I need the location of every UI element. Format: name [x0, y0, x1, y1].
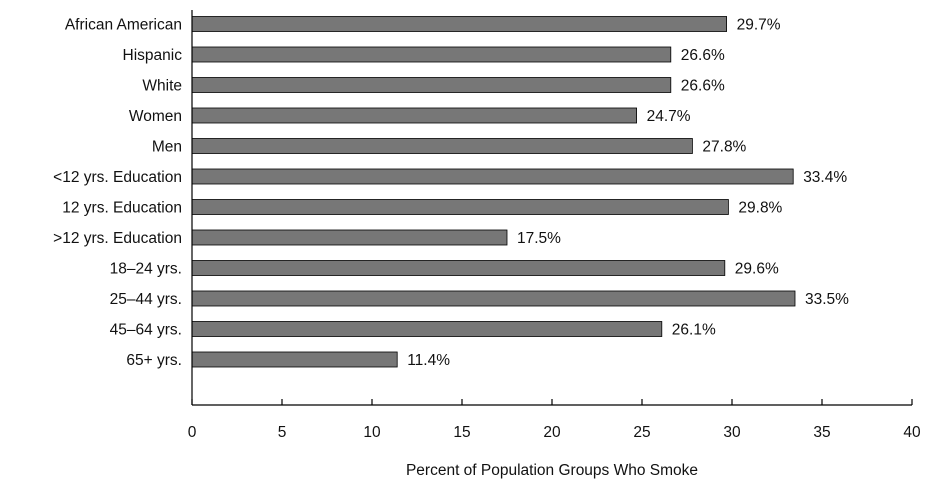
category-label: African American: [65, 17, 182, 34]
bar: [191, 16, 727, 32]
category-label: White: [142, 78, 182, 95]
x-tick-label: 0: [188, 424, 197, 441]
bar: [191, 46, 672, 63]
bar: [191, 138, 693, 154]
category-label: Women: [129, 108, 182, 125]
x-tick-label: 15: [453, 424, 470, 441]
category-label: 25–44 yrs.: [110, 291, 182, 308]
value-label: 33.4%: [803, 169, 847, 186]
bar: [191, 77, 672, 93]
bar: [191, 321, 663, 337]
bar: [191, 229, 508, 246]
x-tick-label: 35: [813, 424, 830, 441]
value-label: 24.7%: [647, 108, 691, 125]
x-axis-label: Percent of Population Groups Who Smoke: [406, 462, 698, 479]
value-label: 29.7%: [737, 17, 781, 34]
x-tick-label: 25: [633, 424, 650, 441]
category-label: 18–24 yrs.: [110, 261, 182, 278]
bar: [191, 351, 398, 368]
value-label: 26.6%: [681, 47, 725, 64]
bar: [191, 199, 729, 215]
bar: [191, 107, 638, 124]
category-label: 45–64 yrs.: [110, 322, 182, 339]
category-label: Men: [152, 139, 182, 156]
value-label: 11.4%: [407, 352, 450, 369]
bars-group: [191, 16, 796, 368]
value-label: 26.6%: [681, 78, 725, 95]
bar: [191, 168, 794, 185]
x-tick-label: 5: [278, 424, 287, 441]
bar: [191, 260, 726, 276]
value-labels: 29.7% 26.6% 26.6% 24.7% 27.8% 33.4% 29.8% 17.5%…: [407, 17, 849, 370]
x-tick-label: 40: [903, 424, 921, 441]
x-tick-label: 10: [363, 424, 381, 441]
value-label: 27.8%: [702, 139, 746, 156]
value-label: 29.8%: [738, 200, 782, 217]
bar: [191, 290, 796, 307]
x-ticks: 0 5 10 15 20 25 30 35 40: [188, 399, 921, 441]
category-label: 65+ yrs.: [126, 352, 182, 369]
category-label: Hispanic: [123, 47, 183, 64]
x-tick-label: 30: [723, 424, 741, 441]
x-tick-label: 20: [543, 424, 561, 441]
category-label: <12 yrs. Education: [53, 169, 182, 186]
category-labels: African American Hispanic White Women Men <12…: [53, 17, 182, 370]
value-label: 33.5%: [805, 291, 849, 308]
value-label: 17.5%: [517, 230, 561, 247]
value-label: 26.1%: [672, 322, 716, 339]
category-label: >12 yrs. Education: [53, 230, 182, 247]
category-label: 12 yrs. Education: [62, 200, 182, 217]
value-label: 29.6%: [735, 261, 779, 278]
